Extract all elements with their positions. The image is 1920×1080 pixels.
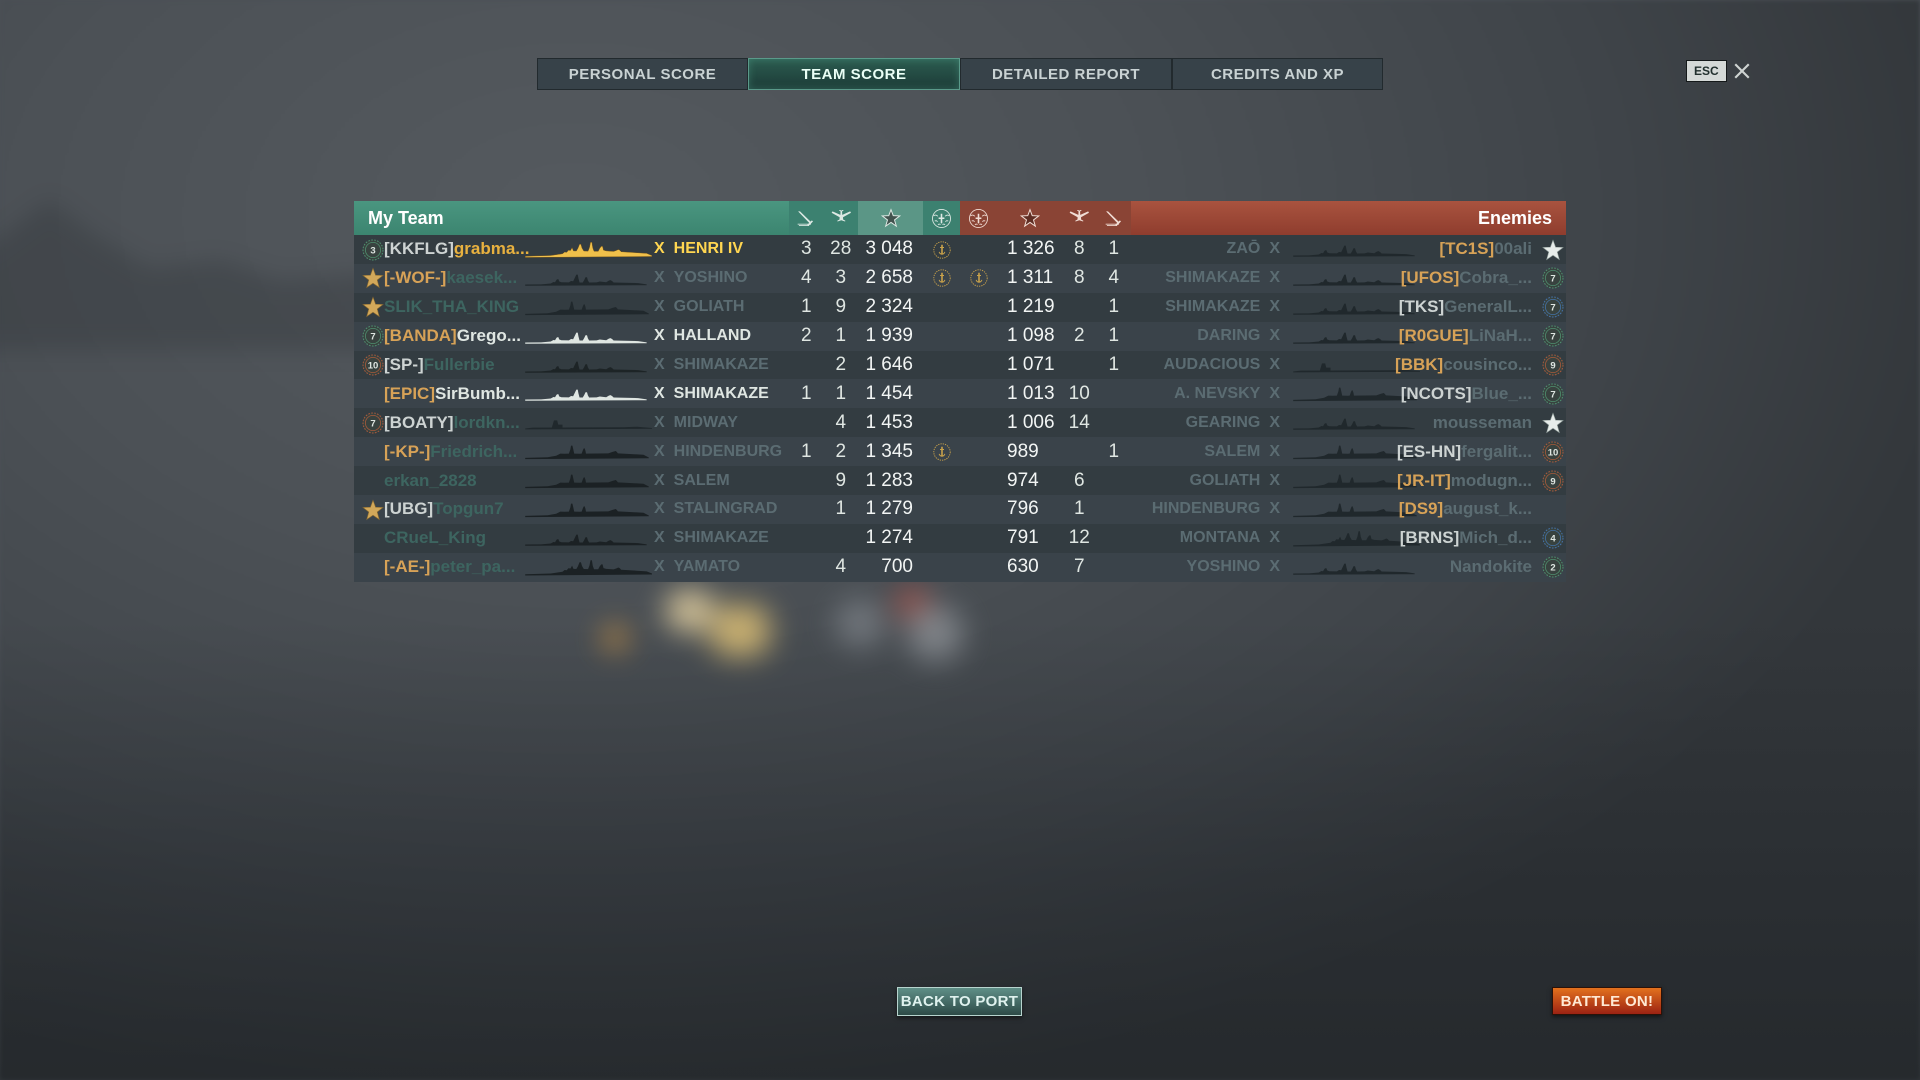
svg-text:9: 9 bbox=[1550, 361, 1555, 372]
svg-text:10: 10 bbox=[1548, 447, 1559, 458]
svg-text:9: 9 bbox=[1550, 476, 1555, 487]
svg-text:7: 7 bbox=[370, 419, 375, 430]
svg-text:7: 7 bbox=[1550, 303, 1555, 314]
svg-text:7: 7 bbox=[1550, 390, 1555, 401]
svg-text:3: 3 bbox=[370, 245, 375, 256]
svg-text:7: 7 bbox=[1550, 274, 1555, 285]
svg-text:7: 7 bbox=[370, 332, 375, 343]
svg-text:2: 2 bbox=[1550, 563, 1555, 574]
svg-text:7: 7 bbox=[1550, 332, 1555, 343]
svg-text:4: 4 bbox=[1550, 534, 1556, 545]
svg-text:10: 10 bbox=[368, 361, 379, 372]
